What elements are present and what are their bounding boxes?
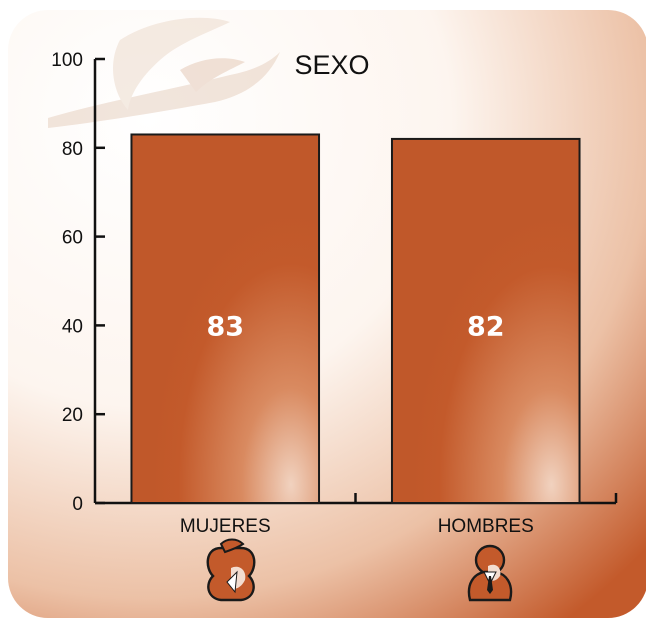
- y-tick-label: 20: [62, 405, 83, 426]
- y-tick-label: 80: [62, 139, 83, 160]
- category-label: HOMBRES: [438, 516, 534, 537]
- watermark-swirl: [48, 17, 280, 128]
- y-tick-label: 0: [72, 494, 83, 515]
- bars-group: 83 MUJERES 82 HOMBRES: [130, 133, 581, 537]
- category-label: MUJERES: [180, 516, 271, 537]
- y-tick-label: 100: [51, 50, 83, 71]
- woman-icon: [206, 538, 256, 602]
- bar-value-label: 82: [467, 311, 505, 342]
- bar-hombres: [390, 137, 581, 504]
- bar-mujeres: [130, 133, 321, 504]
- man-icon: [467, 544, 513, 602]
- y-tick-label: 60: [62, 228, 83, 249]
- bar-value-label: 83: [206, 311, 244, 342]
- y-tick-label: 40: [62, 316, 83, 337]
- chart-title: SEXO: [294, 50, 369, 80]
